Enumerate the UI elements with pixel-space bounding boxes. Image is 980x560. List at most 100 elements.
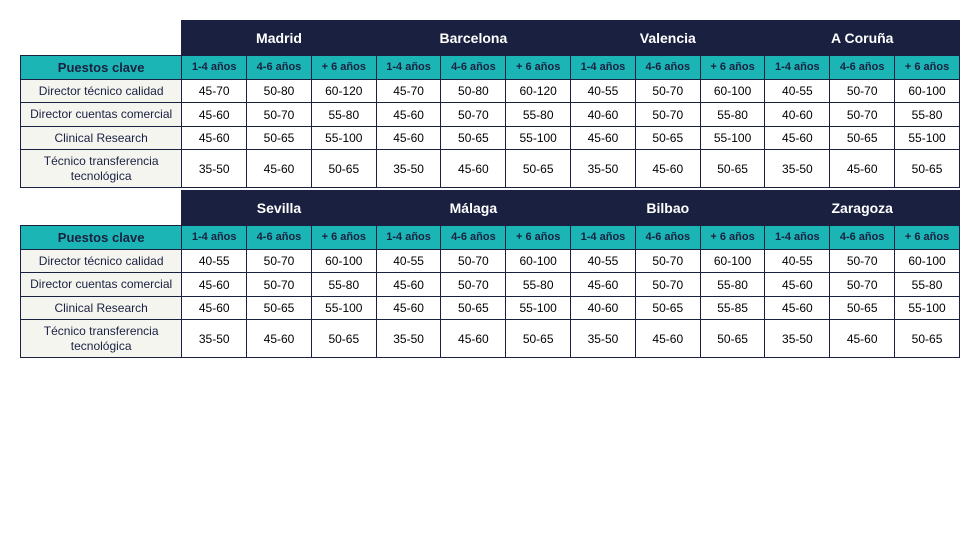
- data-cell: 50-65: [830, 126, 895, 149]
- salary-table-0: MadridBarcelonaValenciaA CoruñaPuestos c…: [20, 20, 960, 188]
- data-cell: 55-80: [506, 103, 571, 126]
- city-header: Bilbao: [571, 190, 765, 225]
- city-header: Zaragoza: [765, 190, 960, 225]
- row-label: Técnico transferencia tecnológica: [21, 320, 182, 358]
- years-header: 1-4 años: [765, 225, 830, 249]
- table-row: Técnico transferencia tecnológica35-5045…: [21, 150, 960, 188]
- data-cell: 35-50: [571, 320, 636, 358]
- data-cell: 50-70: [247, 103, 312, 126]
- years-header: 1-4 años: [571, 56, 636, 80]
- years-header: 4-6 años: [441, 225, 506, 249]
- data-cell: 55-80: [895, 103, 960, 126]
- data-cell: 50-70: [635, 80, 700, 103]
- data-cell: 45-60: [376, 296, 441, 319]
- data-cell: 45-60: [765, 273, 830, 296]
- blank-corner: [21, 190, 182, 225]
- data-cell: 50-70: [830, 80, 895, 103]
- data-cell: 50-70: [635, 249, 700, 272]
- data-cell: 55-100: [311, 296, 376, 319]
- data-cell: 50-65: [700, 150, 765, 188]
- years-header: 4-6 años: [247, 225, 312, 249]
- data-cell: 45-60: [376, 273, 441, 296]
- data-cell: 55-80: [700, 103, 765, 126]
- row-label: Clinical Research: [21, 126, 182, 149]
- data-cell: 50-65: [635, 126, 700, 149]
- data-cell: 35-50: [571, 150, 636, 188]
- data-cell: 60-120: [311, 80, 376, 103]
- city-header: A Coruña: [765, 21, 960, 56]
- row-label: Director cuentas comercial: [21, 273, 182, 296]
- data-cell: 60-100: [700, 249, 765, 272]
- row-label: Director técnico calidad: [21, 80, 182, 103]
- data-cell: 45-60: [635, 150, 700, 188]
- years-header: + 6 años: [895, 225, 960, 249]
- years-header: 4-6 años: [830, 56, 895, 80]
- table-row: Director técnico calidad45-7050-8060-120…: [21, 80, 960, 103]
- years-header: + 6 años: [700, 56, 765, 80]
- data-cell: 50-65: [247, 296, 312, 319]
- data-cell: 50-65: [895, 150, 960, 188]
- years-header: + 6 años: [311, 225, 376, 249]
- data-cell: 45-60: [441, 320, 506, 358]
- city-header: Madrid: [182, 21, 376, 56]
- data-cell: 50-70: [441, 249, 506, 272]
- data-cell: 60-120: [506, 80, 571, 103]
- data-cell: 60-100: [506, 249, 571, 272]
- years-header: 4-6 años: [635, 56, 700, 80]
- data-cell: 50-65: [635, 296, 700, 319]
- data-cell: 50-65: [700, 320, 765, 358]
- data-cell: 45-60: [635, 320, 700, 358]
- data-cell: 55-100: [311, 126, 376, 149]
- years-header: 1-4 años: [182, 225, 247, 249]
- data-cell: 60-100: [895, 80, 960, 103]
- salary-tables-container: MadridBarcelonaValenciaA CoruñaPuestos c…: [20, 20, 960, 358]
- data-cell: 45-60: [247, 150, 312, 188]
- data-cell: 55-85: [700, 296, 765, 319]
- city-header: Málaga: [376, 190, 570, 225]
- data-cell: 40-60: [571, 103, 636, 126]
- years-header: 4-6 años: [635, 225, 700, 249]
- data-cell: 45-60: [247, 320, 312, 358]
- data-cell: 45-60: [376, 103, 441, 126]
- data-cell: 50-70: [830, 103, 895, 126]
- years-header: 4-6 años: [441, 56, 506, 80]
- years-header: 4-6 años: [830, 225, 895, 249]
- years-header: 1-4 años: [571, 225, 636, 249]
- table-row: Técnico transferencia tecnológica35-5045…: [21, 320, 960, 358]
- years-header: 1-4 años: [765, 56, 830, 80]
- data-cell: 50-80: [247, 80, 312, 103]
- years-header: 1-4 años: [376, 225, 441, 249]
- data-cell: 50-70: [247, 249, 312, 272]
- puestos-header: Puestos clave: [21, 225, 182, 249]
- data-cell: 50-65: [506, 320, 571, 358]
- years-header: + 6 años: [506, 225, 571, 249]
- row-label: Director cuentas comercial: [21, 103, 182, 126]
- data-cell: 40-60: [765, 103, 830, 126]
- data-cell: 50-65: [895, 320, 960, 358]
- data-cell: 45-60: [830, 320, 895, 358]
- table-row: Clinical Research45-6050-6555-10045-6050…: [21, 126, 960, 149]
- row-label: Clinical Research: [21, 296, 182, 319]
- data-cell: 45-60: [765, 296, 830, 319]
- data-cell: 45-60: [571, 126, 636, 149]
- data-cell: 55-100: [506, 126, 571, 149]
- data-cell: 40-55: [182, 249, 247, 272]
- data-cell: 45-70: [376, 80, 441, 103]
- table-row: Clinical Research45-6050-6555-10045-6050…: [21, 296, 960, 319]
- data-cell: 45-60: [830, 150, 895, 188]
- data-cell: 40-55: [376, 249, 441, 272]
- data-cell: 45-60: [182, 273, 247, 296]
- data-cell: 50-65: [311, 150, 376, 188]
- data-cell: 35-50: [765, 320, 830, 358]
- data-cell: 50-65: [506, 150, 571, 188]
- data-cell: 35-50: [376, 150, 441, 188]
- data-cell: 50-65: [311, 320, 376, 358]
- data-cell: 50-70: [830, 249, 895, 272]
- data-cell: 55-100: [700, 126, 765, 149]
- data-cell: 50-70: [441, 103, 506, 126]
- data-cell: 50-70: [441, 273, 506, 296]
- data-cell: 55-100: [895, 126, 960, 149]
- data-cell: 40-60: [571, 296, 636, 319]
- data-cell: 50-70: [247, 273, 312, 296]
- data-cell: 50-65: [830, 296, 895, 319]
